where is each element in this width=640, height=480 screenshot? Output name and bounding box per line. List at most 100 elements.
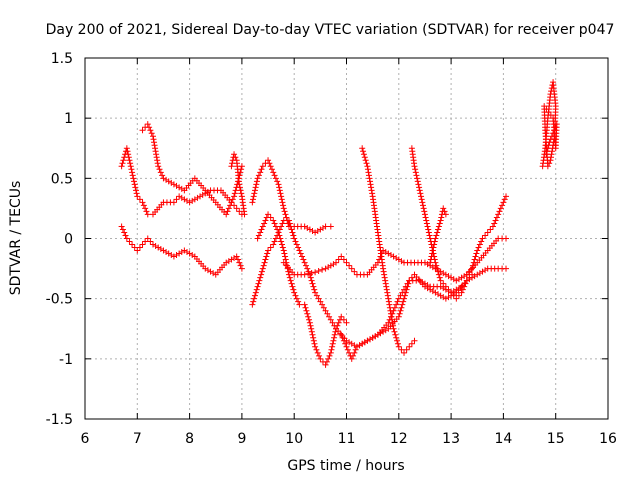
- data-point: [419, 202, 426, 209]
- data-point: [278, 241, 285, 248]
- data-point: [304, 265, 311, 272]
- data-point: [307, 322, 314, 329]
- data-point: [387, 252, 394, 259]
- data-point: [442, 295, 449, 302]
- data-point: [270, 169, 277, 176]
- data-point: [129, 169, 136, 176]
- data-point: [331, 331, 338, 338]
- data-point: [326, 352, 333, 359]
- data-point: [383, 283, 390, 290]
- data-point: [291, 289, 298, 296]
- data-point: [254, 283, 261, 290]
- data-point: [127, 163, 134, 170]
- data-point: [386, 301, 393, 308]
- data-point: [390, 307, 397, 314]
- data-point: [395, 343, 402, 350]
- data-point: [278, 238, 285, 245]
- data-point: [365, 169, 372, 176]
- y-tick-label: 0: [64, 232, 73, 248]
- data-point: [232, 154, 239, 161]
- data-point: [152, 148, 159, 155]
- data-point: [424, 261, 431, 268]
- data-point: [418, 193, 425, 200]
- data-point: [463, 277, 470, 284]
- data-point: [126, 238, 133, 245]
- data-point: [426, 232, 433, 239]
- data-point: [365, 172, 372, 179]
- data-point: [286, 274, 293, 281]
- data-point: [343, 319, 350, 326]
- data-point: [296, 247, 303, 254]
- data-point: [333, 259, 340, 266]
- y-axis-label: SDTVAR / TECUs: [8, 181, 24, 296]
- data-point: [463, 271, 470, 278]
- data-point: [189, 252, 196, 259]
- data-point: [231, 151, 238, 158]
- data-point: [153, 154, 160, 161]
- data-point: [306, 226, 313, 233]
- data-point: [411, 337, 418, 344]
- data-point: [236, 181, 243, 188]
- data-point: [437, 217, 444, 224]
- data-point: [437, 292, 444, 299]
- data-point: [279, 220, 286, 227]
- data-point: [545, 109, 552, 116]
- data-point: [151, 139, 158, 146]
- grid: [85, 58, 608, 419]
- data-point: [241, 211, 248, 218]
- data-point: [429, 264, 436, 271]
- data-point: [301, 223, 308, 230]
- data-point: [450, 292, 457, 299]
- data-point: [139, 127, 146, 134]
- data-point: [265, 247, 272, 254]
- data-point: [186, 250, 193, 257]
- data-point: [335, 256, 342, 263]
- data-point: [448, 274, 455, 281]
- data-point: [466, 274, 473, 281]
- data-point: [363, 160, 370, 167]
- data-point: [391, 328, 398, 335]
- data-point: [482, 267, 489, 274]
- data-point: [462, 280, 469, 287]
- data-point: [270, 217, 277, 224]
- data-point: [312, 343, 319, 350]
- data-point: [386, 316, 393, 323]
- data-point: [256, 277, 263, 284]
- data-point: [324, 310, 331, 317]
- data-point: [391, 304, 398, 311]
- data-point: [330, 337, 337, 344]
- data-point: [254, 175, 261, 182]
- data-point: [259, 163, 266, 170]
- data-point: [384, 292, 391, 299]
- data-point: [300, 256, 307, 263]
- data-point: [401, 286, 408, 293]
- data-point: [292, 292, 299, 299]
- data-point: [414, 178, 421, 185]
- data-point: [343, 343, 350, 350]
- data-point: [348, 265, 355, 272]
- data-point: [283, 214, 290, 221]
- data-point: [432, 259, 439, 266]
- data-point: [125, 154, 132, 161]
- data-point: [471, 273, 478, 280]
- data-point: [312, 289, 319, 296]
- data-point: [398, 258, 405, 265]
- data-point: [323, 358, 330, 365]
- data-point: [427, 259, 434, 266]
- data-point: [233, 253, 240, 260]
- data-point: [281, 208, 288, 215]
- data-point: [254, 235, 261, 242]
- data-point: [338, 313, 345, 320]
- data-point: [134, 193, 141, 200]
- data-point: [286, 220, 293, 227]
- data-point: [142, 205, 149, 212]
- data-point: [384, 289, 391, 296]
- data-point: [418, 196, 425, 203]
- data-point: [310, 337, 317, 344]
- data-point: [543, 106, 550, 113]
- data-point: [119, 160, 126, 167]
- data-point: [163, 176, 170, 183]
- data-point: [234, 256, 241, 263]
- data-point: [348, 355, 355, 362]
- data-point: [134, 247, 141, 254]
